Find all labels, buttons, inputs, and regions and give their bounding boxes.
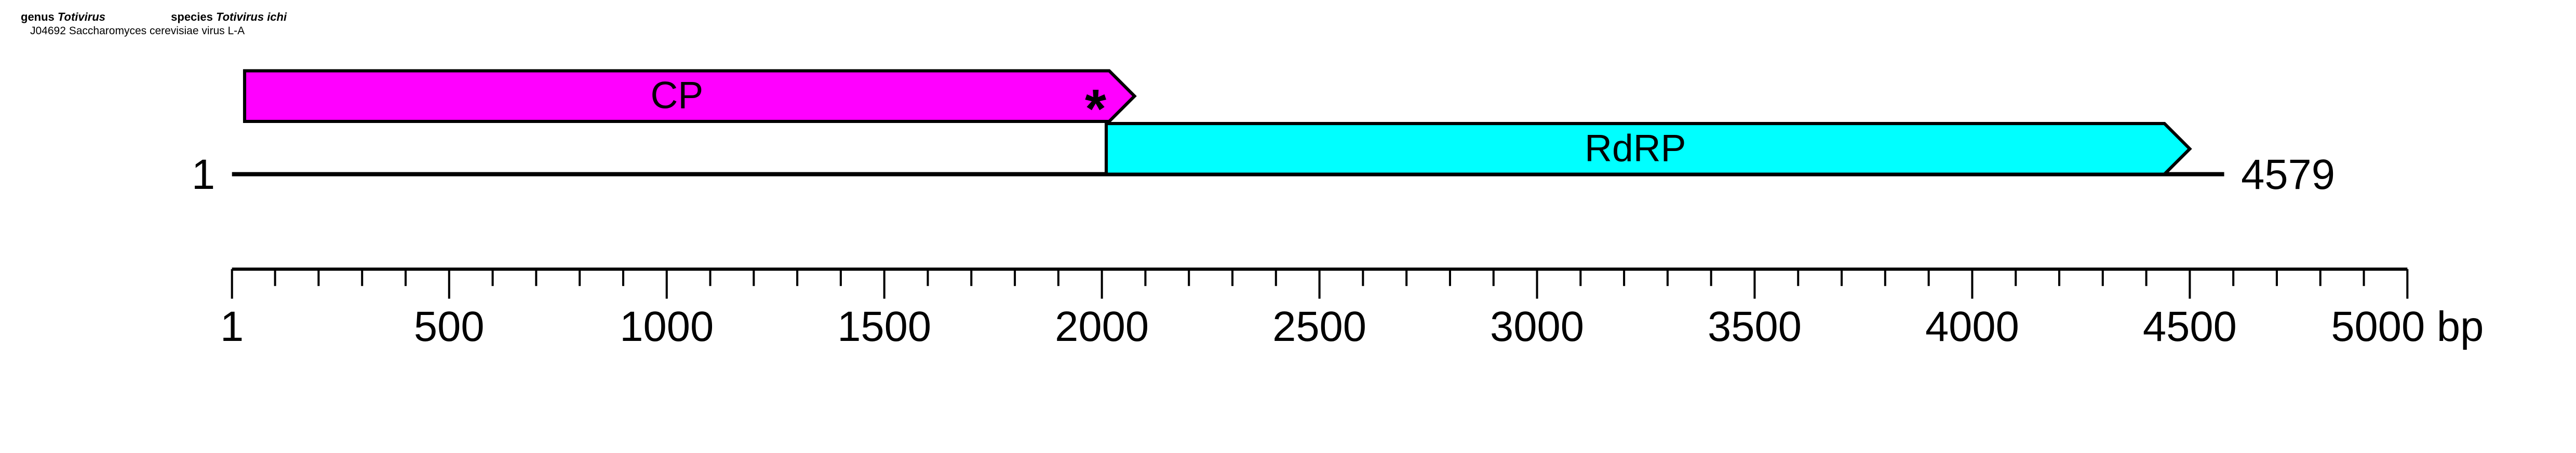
feature-label-rdrp: RdRP (1585, 127, 1686, 169)
accession-line: J04692 Saccharomyces cerevisiae virus L-… (30, 25, 2555, 37)
ruler-label: 5000 bp (2331, 303, 2484, 350)
header: genus Totivirus species Totivirus ichi J… (21, 10, 2555, 37)
ruler-label: 4500 (2143, 303, 2237, 350)
ruler-label: 3000 (1490, 303, 1584, 350)
feature-label-cp: CP (650, 74, 703, 117)
species-label: species (171, 10, 213, 23)
ruler-label: 1000 (620, 303, 714, 350)
genus-name: Totivirus (58, 10, 105, 23)
frameshift-asterisk: * (1085, 78, 1107, 140)
genome-svg: 14579CPRdRP*1500100015002000250030003500… (21, 58, 2555, 417)
header-line-1: genus Totivirus species Totivirus ichi (21, 10, 2555, 24)
genus-label: genus (21, 10, 55, 23)
ruler-label: 1 (220, 303, 244, 350)
ruler-label: 2000 (1055, 303, 1149, 350)
ruler-label: 3500 (1708, 303, 1802, 350)
genome-start-label: 1 (192, 151, 215, 198)
ruler-label: 4000 (1925, 303, 2019, 350)
genome-diagram: 14579CPRdRP*1500100015002000250030003500… (21, 58, 2555, 417)
genome-end-label: 4579 (2241, 151, 2335, 198)
ruler-label: 1500 (837, 303, 931, 350)
species-name: Totivirus ichi (216, 10, 287, 23)
ruler-label: 2500 (1272, 303, 1366, 350)
ruler-label: 500 (414, 303, 485, 350)
